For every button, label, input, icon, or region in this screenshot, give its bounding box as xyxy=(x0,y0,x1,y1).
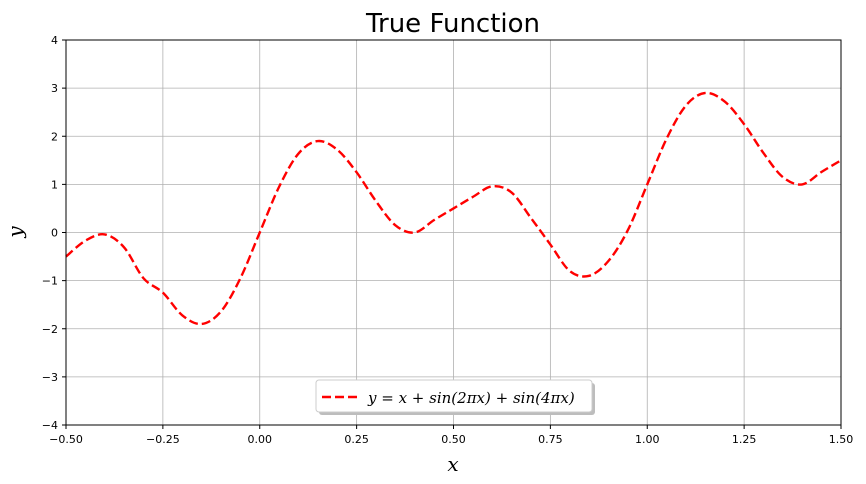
legend-label: y = x + sin(2πx) + sin(4πx) xyxy=(367,389,575,407)
x-tick-label-0: −0.50 xyxy=(49,433,83,446)
legend: y = x + sin(2πx) + sin(4πx) xyxy=(315,379,595,415)
series-line-0 xyxy=(65,91,842,326)
y-tick-label-6: 2 xyxy=(51,130,58,143)
y-axis-label: y xyxy=(3,226,27,239)
x-tick-label-7: 1.25 xyxy=(732,433,757,446)
x-tick-label-4: 0.50 xyxy=(441,433,466,446)
series-layer xyxy=(65,91,842,326)
y-tick-label-3: −1 xyxy=(42,275,58,288)
chart-title: True Function xyxy=(365,9,540,39)
legend-box xyxy=(315,379,593,413)
y-tick-label-2: −2 xyxy=(42,323,58,336)
y-tick-label-1: −3 xyxy=(42,371,58,384)
y-tick-label-7: 3 xyxy=(51,82,58,95)
x-tick-label-2: 0.00 xyxy=(248,433,273,446)
x-tick-label-5: 0.75 xyxy=(538,433,563,446)
ticks: −0.50 −0.25 0.00 0.25 0.50 0.75 1.00 1.25 1.50 −4… xyxy=(42,34,853,446)
y-tick-label-4: 0 xyxy=(51,227,58,240)
x-tick-label-3: 0.25 xyxy=(344,433,369,446)
x-tick-label-6: 1.00 xyxy=(635,433,660,446)
x-tick-label-1: −0.25 xyxy=(146,433,180,446)
y-tick-label-5: 1 xyxy=(51,178,58,191)
x-tick-label-8: 1.50 xyxy=(829,433,854,446)
y-tick-label-8: 4 xyxy=(51,34,58,47)
x-axis-label: x xyxy=(447,452,458,476)
y-tick-label-0: −4 xyxy=(42,419,58,432)
